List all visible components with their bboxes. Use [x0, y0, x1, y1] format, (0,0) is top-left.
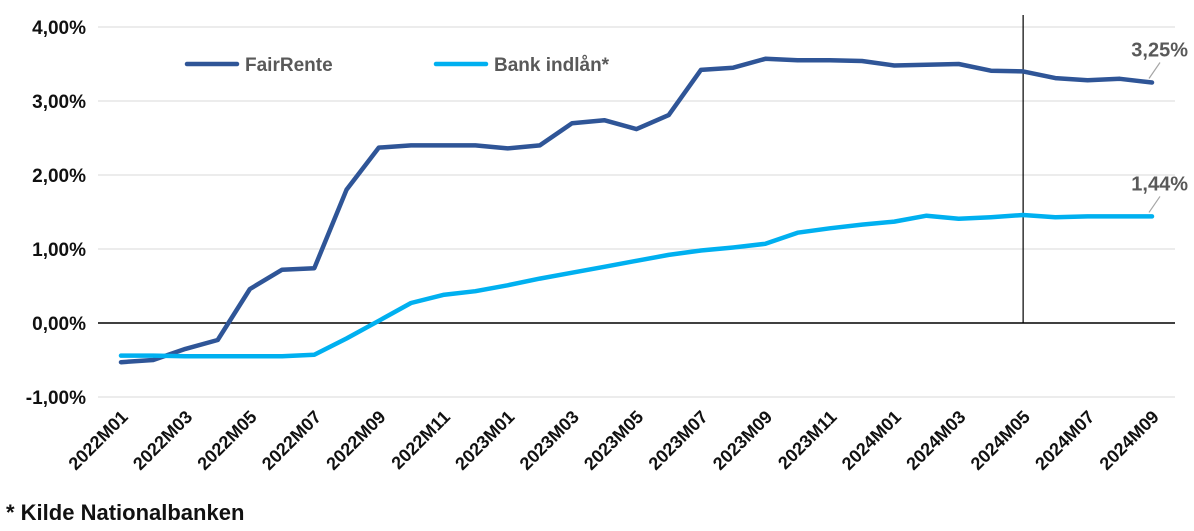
x-tick-label: 2022M09 — [322, 407, 389, 474]
end-value-label: 1,44% — [1131, 173, 1188, 195]
y-tick-label: 2,00% — [32, 166, 86, 187]
legend: FairRente Bank indlån* — [184, 55, 610, 76]
x-tick-label: 2024M01 — [838, 407, 905, 474]
series-line — [118, 56, 1155, 365]
source-footnote: * Kilde Nationalbanken — [6, 500, 245, 525]
end-value-label: 3,25% — [1131, 40, 1188, 62]
series-line — [118, 212, 1155, 359]
legend-label: FairRente — [245, 55, 333, 76]
x-tick-label: 2022M03 — [129, 407, 196, 474]
x-tick-label: 2024M09 — [1096, 407, 1163, 474]
x-tick-label: 2022M05 — [193, 407, 260, 474]
x-tick-label: 2023M01 — [451, 407, 518, 474]
end-label-leader — [1148, 196, 1161, 213]
x-tick-label: 2023M05 — [580, 407, 647, 474]
end-label-leader — [1148, 62, 1161, 79]
x-tick-label: 2023M09 — [709, 407, 776, 474]
end-value-labels: 3,25% 1,44% — [1131, 40, 1188, 213]
x-tick-label: 2023M11 — [774, 407, 841, 474]
gridlines — [98, 26, 1175, 398]
x-tick-label: 2024M05 — [967, 407, 1034, 474]
x-tick-label: 2023M07 — [645, 407, 712, 474]
y-axis-tick-labels: 4,00% 3,00% 2,00% 1,00% 0,00% -1,00% — [26, 18, 86, 409]
x-tick-label: 2022M07 — [258, 407, 325, 474]
x-tick-label: 2022M01 — [65, 407, 132, 474]
x-tick-label: 2024M03 — [902, 407, 969, 474]
legend-label: Bank indlån* — [494, 55, 610, 76]
series-lines — [118, 56, 1155, 365]
y-tick-label: -1,00% — [26, 388, 86, 409]
y-tick-label: 0,00% — [32, 314, 86, 335]
y-tick-label: 1,00% — [32, 240, 86, 261]
x-axis-tick-labels: 2022M012022M032022M052022M072022M092022M… — [65, 407, 1163, 474]
x-tick-label: 2024M07 — [1031, 407, 1098, 474]
y-tick-label: 4,00% — [32, 18, 86, 39]
x-tick-label: 2022M11 — [387, 407, 454, 474]
x-tick-label: 2023M03 — [516, 407, 583, 474]
y-tick-label: 3,00% — [32, 92, 86, 113]
